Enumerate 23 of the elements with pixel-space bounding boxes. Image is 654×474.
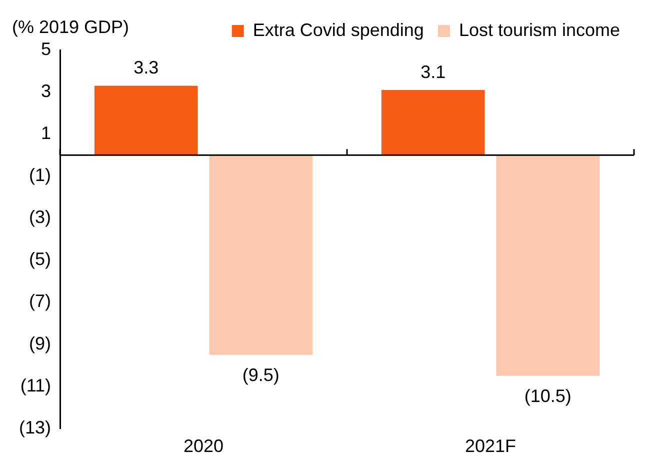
y-tick-label: (11) bbox=[20, 375, 52, 396]
y-tick-label: (3) bbox=[29, 207, 52, 228]
y-tick-label: (1) bbox=[29, 165, 52, 186]
y-tick-label: (13) bbox=[18, 417, 52, 438]
y-tick-label: (7) bbox=[29, 291, 52, 312]
y-axis-title: (% 2019 GDP) bbox=[12, 16, 130, 37]
x-tick-label: 2020 bbox=[183, 436, 224, 456]
y-tick-label: (9) bbox=[29, 333, 52, 354]
x-tick-label: 2021F bbox=[464, 436, 516, 456]
y-tick-label: 5 bbox=[40, 38, 52, 59]
y-tick-label: (5) bbox=[29, 249, 52, 270]
legend-label: Lost tourism income bbox=[458, 20, 620, 40]
y-tick-label: 3 bbox=[40, 81, 52, 102]
bar bbox=[209, 155, 313, 355]
legend-label: Extra Covid spending bbox=[252, 20, 424, 40]
data-label: (10.5) bbox=[524, 386, 572, 406]
data-label: 3.3 bbox=[134, 58, 159, 78]
data-label: 3.1 bbox=[420, 62, 446, 82]
data-label: (9.5) bbox=[242, 364, 280, 385]
bar bbox=[496, 155, 600, 376]
bar bbox=[94, 86, 198, 156]
y-tick-label: 1 bbox=[40, 123, 52, 144]
bar bbox=[381, 90, 485, 156]
